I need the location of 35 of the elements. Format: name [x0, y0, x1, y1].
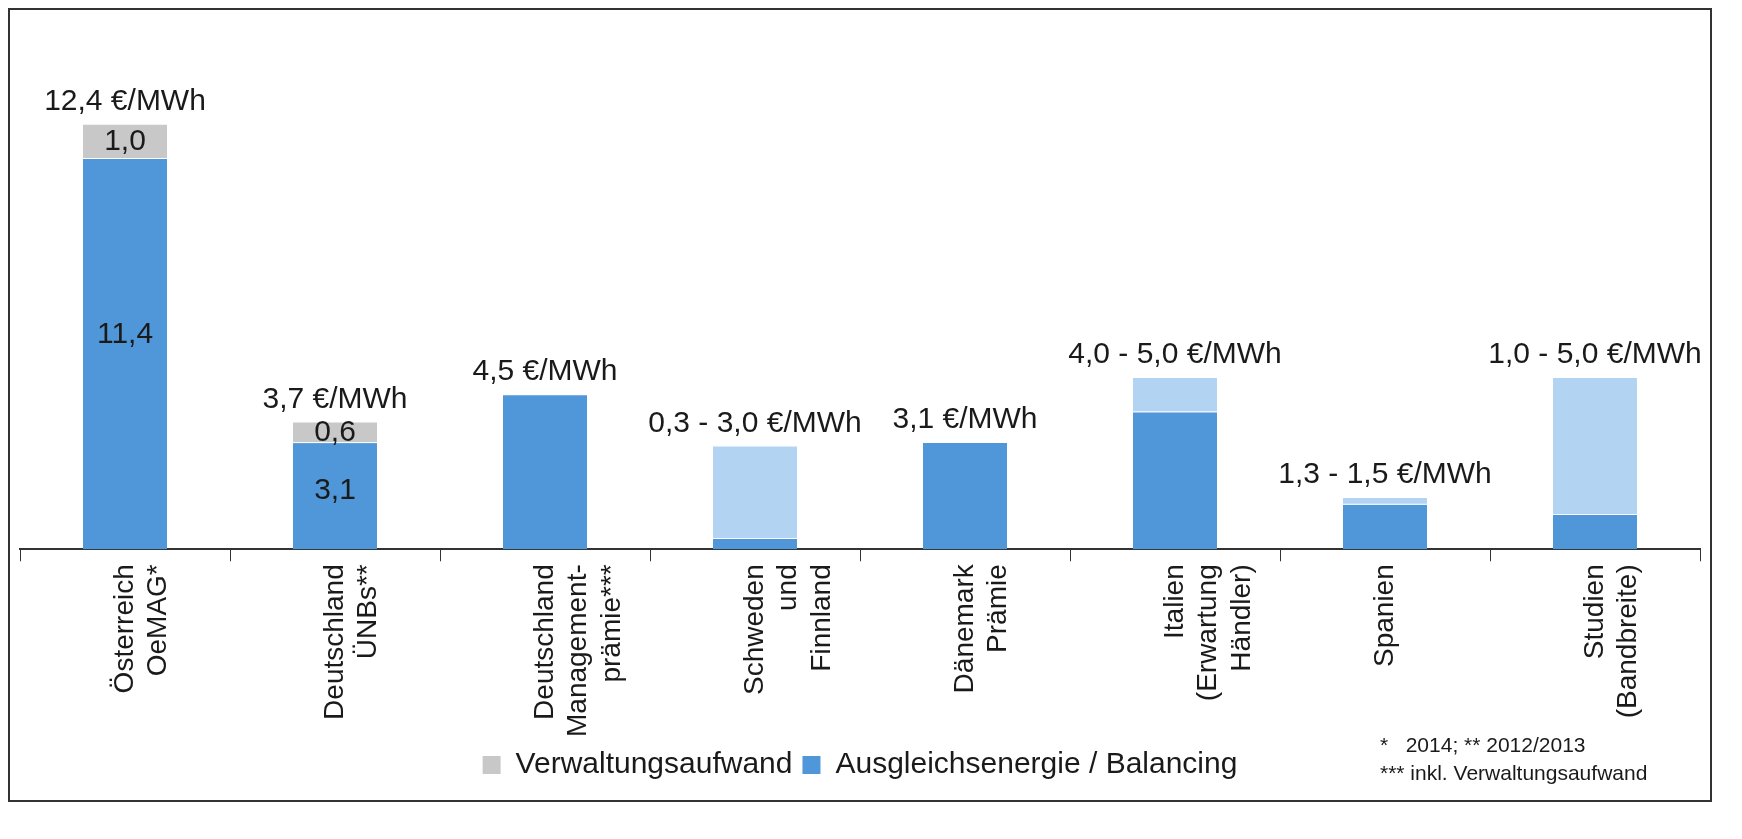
data-label: 1,0: [104, 123, 146, 157]
bar: [1133, 378, 1217, 413]
data-label: 0,6: [314, 414, 356, 448]
bar: [1553, 378, 1637, 516]
total-label: 1,3 - 1,5 €/MWh: [1278, 456, 1492, 490]
legend-label: Verwaltungsaufwand: [515, 746, 793, 780]
bar: [1553, 515, 1637, 550]
bar: [1133, 412, 1217, 550]
total-label: 4,5 €/MWh: [472, 353, 618, 387]
total-label: 12,4 €/MWh: [44, 83, 206, 117]
x-tick-label: Österreich OeMAG*: [107, 564, 173, 694]
data-label: 11,4: [96, 315, 154, 349]
bar: [923, 443, 1007, 550]
bar: [503, 395, 587, 550]
total-label: 4,0 - 5,0 €/MWh: [1068, 336, 1282, 370]
bar: [83, 159, 167, 550]
total-label: 3,7 €/MWh: [262, 380, 408, 414]
x-tick-label: Deutschland Management- prämie***: [527, 564, 626, 738]
x-tick-label: Spanien: [1367, 564, 1399, 668]
bar: [293, 443, 377, 550]
x-tick-label: Studien (Bandbreite): [1577, 564, 1643, 719]
x-tick-label: Schweden und Finnland: [737, 564, 836, 696]
bar: [713, 446, 797, 539]
data-label: 3,1: [314, 472, 356, 506]
x-tick-label: Deutschland ÜNBs**: [317, 564, 383, 720]
x-tick-label: Dänemark Prämie: [947, 563, 1013, 694]
total-label: 3,1 €/MWh: [892, 401, 1038, 435]
text: * 2014; ** 2012/2013: [1380, 733, 1586, 757]
text: *** inkl. Verwaltungsaufwand: [1380, 761, 1648, 785]
bar: [713, 538, 797, 550]
bar: [1343, 504, 1427, 550]
legend-label: Ausgleichsenergie / Balancing: [835, 746, 1238, 780]
total-label: 0,3 - 3,0 €/MWh: [648, 404, 862, 438]
x-tick-label: Italien (Erwartung Händler): [1157, 564, 1256, 702]
total-label: 1,0 - 5,0 €/MWh: [1488, 336, 1702, 370]
